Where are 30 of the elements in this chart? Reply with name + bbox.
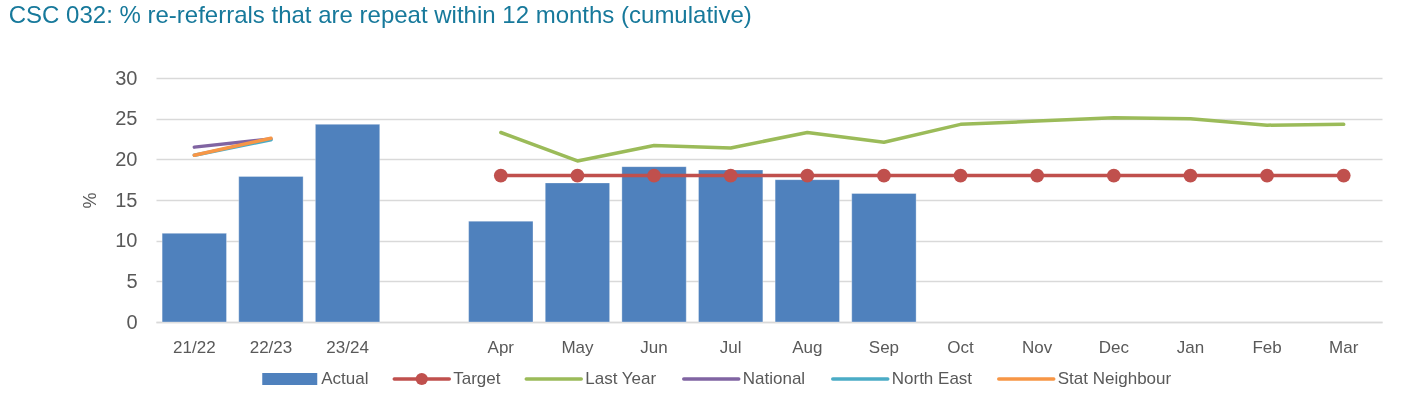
x-tick-label: Oct	[947, 337, 975, 357]
legend-label: North East	[891, 369, 973, 388]
x-tick-label: Jul	[719, 337, 742, 357]
y-tick-label: 20	[115, 147, 138, 170]
x-tick-label: 23/24	[326, 337, 369, 357]
y-tick-label: 10	[115, 229, 138, 252]
x-tick-label: Jan	[1176, 337, 1205, 357]
x-tick-label: Mar	[1329, 337, 1359, 357]
y-tick-label: 5	[126, 269, 138, 292]
x-tick-label: 22/23	[249, 337, 293, 357]
x-tick-label: 21/22	[173, 337, 216, 357]
chart-title: CSC 032: % re-referrals that are repeat within 12 months (cumulative)	[8, 1, 752, 28]
y-tick-label: 25	[115, 107, 138, 130]
x-tick-label: Aug	[792, 337, 823, 357]
legend-label: Target	[453, 369, 501, 388]
y-tick-label: 15	[115, 188, 138, 211]
y-axis-title: %	[80, 192, 101, 209]
x-tick-label: Apr	[487, 337, 515, 357]
legend-label: Stat Neighbour	[1057, 369, 1172, 388]
x-tick-label: Sep	[868, 337, 900, 357]
x-tick-label: Feb	[1252, 337, 1282, 357]
legend-label: Last Year	[585, 369, 657, 388]
x-tick-label: Dec	[1098, 337, 1130, 357]
x-tick-label: Nov	[1022, 337, 1053, 357]
y-tick-label: 30	[115, 66, 138, 89]
legend-label: Actual	[321, 369, 369, 388]
x-tick-label: Jun	[640, 337, 668, 357]
legend-label: National	[742, 369, 806, 388]
y-tick-label: 0	[126, 310, 138, 333]
x-tick-label: May	[561, 337, 594, 357]
